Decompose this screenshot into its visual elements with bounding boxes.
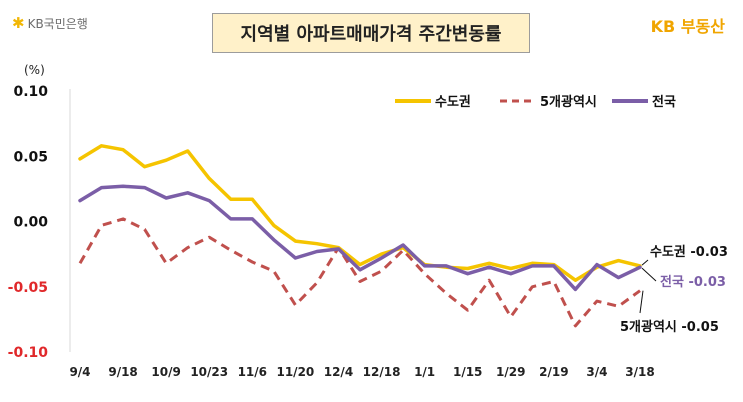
y-tick-labels: 0.10 0.05 0.00 -0.05 -0.10 bbox=[8, 84, 49, 361]
x-tick-label: 3/4 bbox=[586, 365, 607, 379]
x-tick-label: 1/15 bbox=[453, 365, 482, 379]
y-tick-label: 0.05 bbox=[13, 149, 48, 165]
x-tick-label: 11/6 bbox=[238, 365, 267, 379]
x-tick-label: 11/20 bbox=[276, 365, 314, 379]
national-end-label: 전국 -0.03 bbox=[660, 274, 726, 290]
y-unit-label: (%) bbox=[24, 63, 45, 77]
kb-bank-logo-text: KB국민은행 bbox=[27, 16, 88, 31]
x-tick-label: 10/23 bbox=[190, 365, 228, 379]
x-tick-label: 10/9 bbox=[151, 365, 180, 379]
kb-realestate-logo-text: 부동산 bbox=[680, 17, 725, 36]
chart-title-box: 지역별 아파트매매가격 주간변동률 bbox=[212, 13, 530, 53]
x-tick-labels: 9/4 9/18 10/9 10/23 11/6 11/20 12/4 12/18 1/1 1/1… bbox=[69, 365, 654, 379]
capital-end-label: 수도권 -0.03 bbox=[650, 245, 728, 260]
national-line bbox=[78, 184, 642, 292]
legend-label: 5개광역시 bbox=[540, 94, 597, 110]
chart-title: 지역별 아파트매매가격 주간변동률 bbox=[240, 24, 502, 45]
metro-end-label: 5개광역시 -0.05 bbox=[620, 319, 719, 335]
end-value-annotations: 수도권 -0.03 전국 -0.03 5개광역시 -0.05 bbox=[620, 245, 728, 335]
y-tick-label: 0.10 bbox=[13, 84, 48, 100]
legend: 수도권 5개광역시 전국 bbox=[395, 94, 676, 110]
y-tick-label: -0.05 bbox=[8, 280, 48, 296]
kb-bank-logo: ✱ KB국민은행 bbox=[12, 14, 88, 32]
x-tick-label: 1/29 bbox=[496, 365, 525, 379]
x-tick-label: 12/4 bbox=[324, 365, 353, 379]
kb-realestate-logo: KB 부동산 bbox=[651, 13, 725, 37]
kb-realestate-logo-kb: KB bbox=[650, 17, 676, 36]
x-tick-label: 12/18 bbox=[363, 365, 401, 379]
x-tick-label: 9/4 bbox=[69, 365, 90, 379]
y-tick-label: -0.10 bbox=[8, 345, 49, 361]
national-leader-line bbox=[641, 267, 657, 282]
kb-star-icon: ✱ bbox=[12, 14, 25, 32]
capital-leader-line bbox=[641, 259, 649, 266]
x-tick-label: 2/19 bbox=[539, 365, 568, 379]
x-tick-label: 1/1 bbox=[414, 365, 435, 379]
x-tick-label: 9/18 bbox=[108, 365, 137, 379]
legend-label: 전국 bbox=[652, 94, 676, 110]
legend-label: 수도권 bbox=[435, 95, 471, 110]
x-tick-label: 3/18 bbox=[625, 365, 654, 379]
metro-leader-line bbox=[639, 290, 644, 314]
series-lines bbox=[78, 144, 642, 328]
y-tick-label: 0.00 bbox=[13, 215, 48, 231]
metro-line bbox=[78, 217, 641, 328]
